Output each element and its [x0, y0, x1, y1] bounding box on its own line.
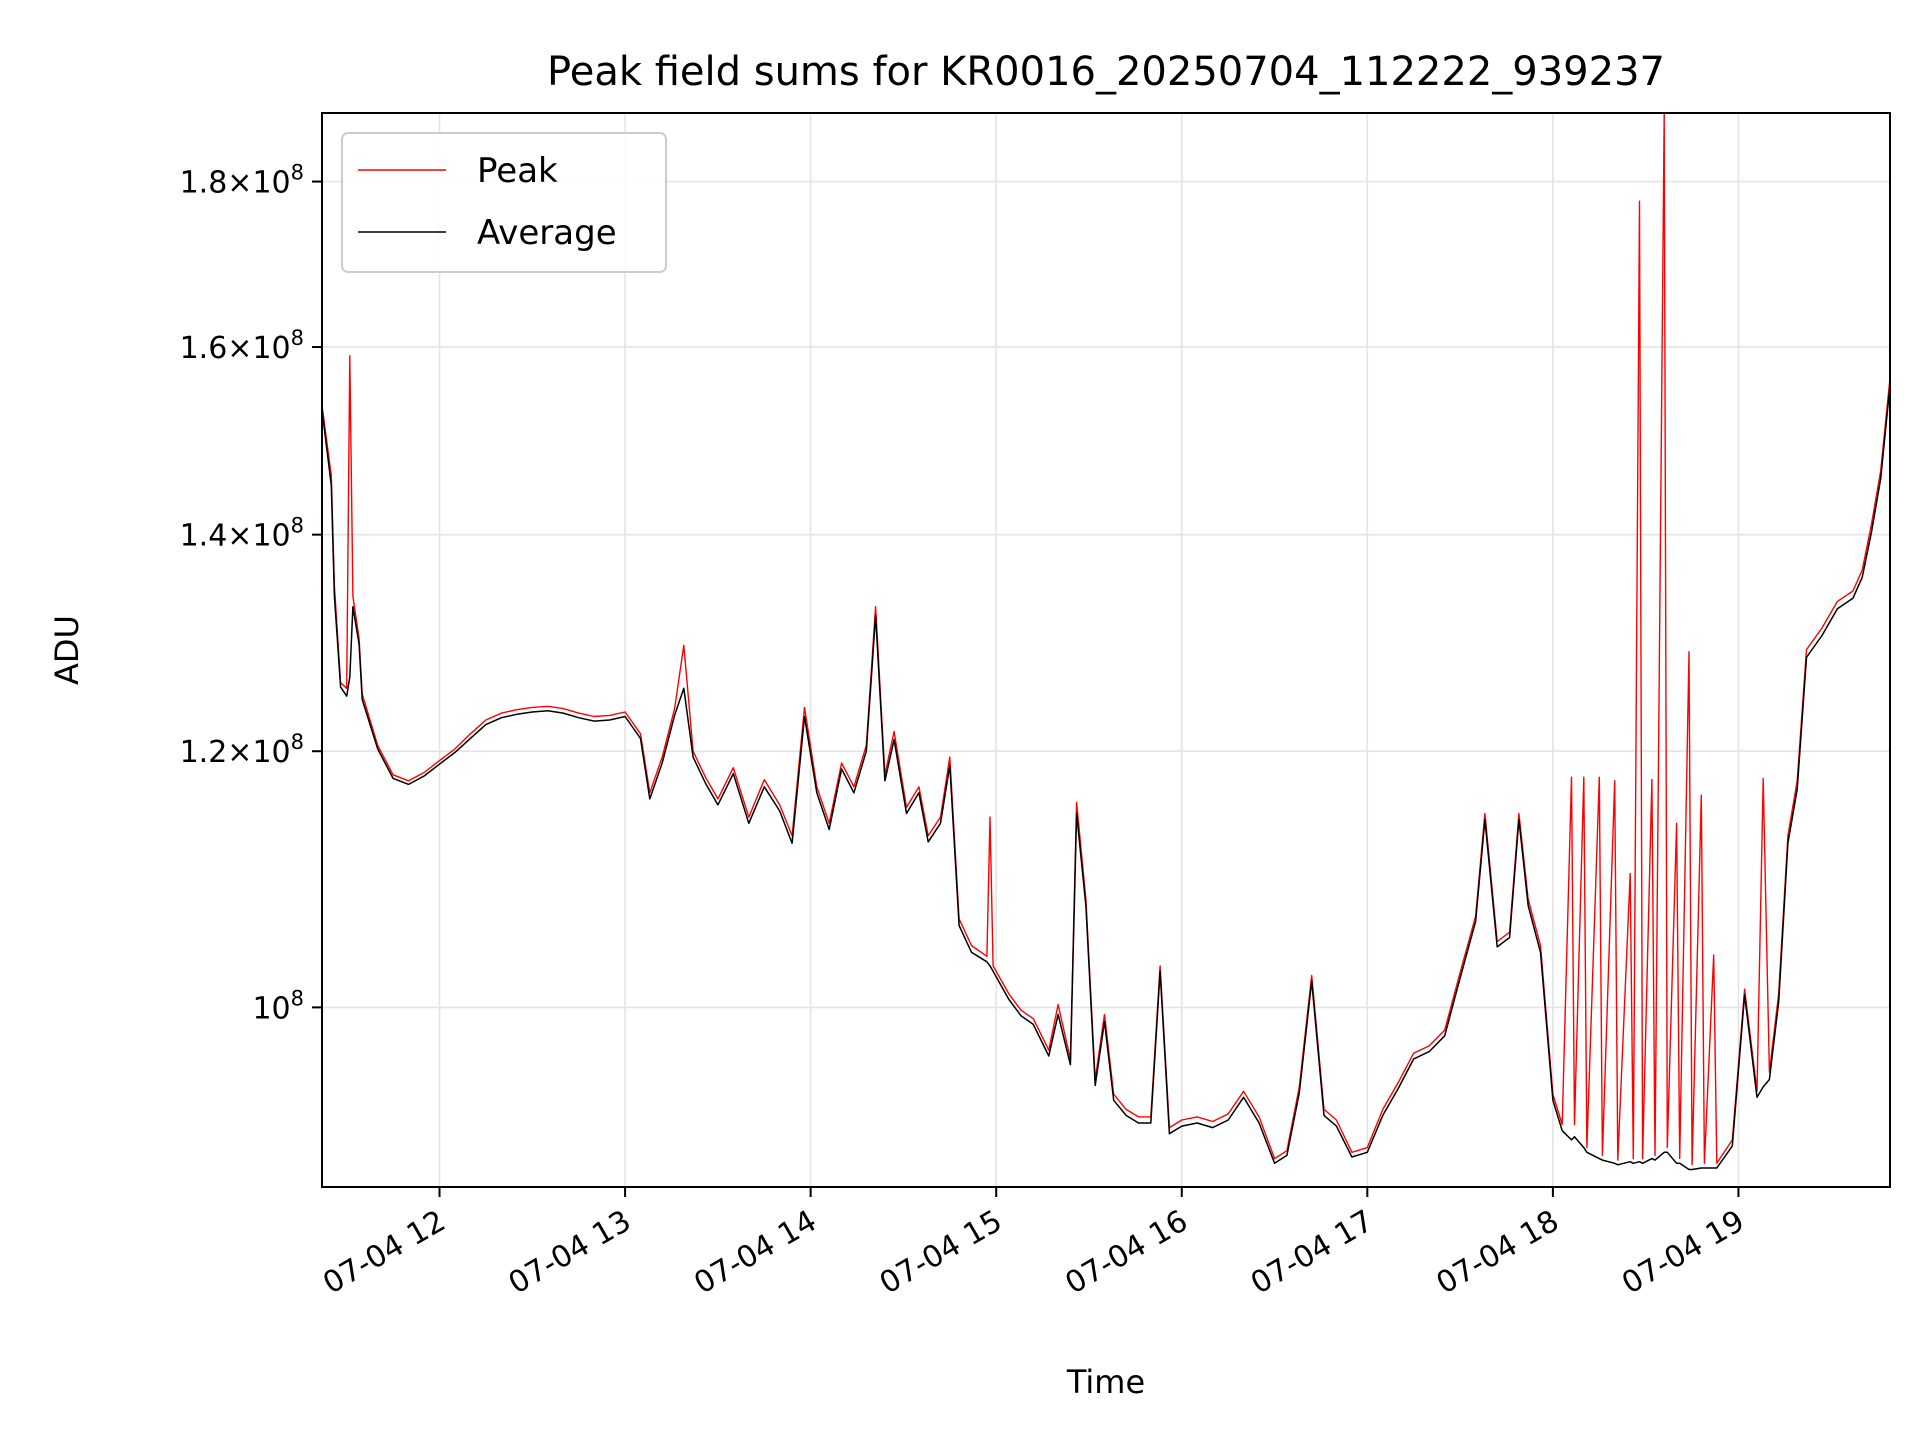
legend-box: [341, 132, 667, 273]
y-tick-times-sign: ×: [227, 519, 252, 554]
y-tick-mantissa: 1.6: [180, 331, 228, 366]
y-tick-times-sign: ×: [227, 166, 252, 201]
y-tick-base: 10: [252, 991, 290, 1026]
y-tick-base: 10: [252, 735, 290, 770]
y-tick-exponent: 8: [291, 514, 304, 538]
y-tick-mantissa: 1.2: [180, 735, 228, 770]
y-tick-label: 1.4×108: [180, 514, 304, 554]
plot-frame: [321, 112, 1891, 1188]
y-tick-base: 10: [252, 166, 290, 201]
y-tick-exponent: 8: [291, 730, 304, 754]
y-tick-label: 1.2×108: [180, 730, 304, 770]
series-line-average: [322, 385, 1890, 1171]
y-tick-label: 1.8×108: [180, 161, 304, 201]
series-layer: [322, 113, 1890, 1171]
legend-label-average: Average: [477, 213, 617, 253]
y-tick-base: 10: [252, 519, 290, 554]
y-tick-exponent: 8: [291, 161, 304, 185]
y-tick-exponent: 8: [291, 326, 304, 350]
y-tick-label: 1.6×108: [180, 326, 304, 366]
y-tick-mantissa: 1.8: [180, 166, 228, 201]
x-axis-label: Time: [1066, 1363, 1145, 1401]
y-tick-base: 10: [252, 331, 290, 366]
y-tick-times-sign: ×: [227, 331, 252, 366]
y-tick-exponent: 8: [291, 986, 304, 1010]
legend: Peak Average: [341, 132, 667, 273]
chart-title: Peak field sums for KR0016_20250704_1122…: [547, 49, 1665, 95]
y-tick-times-sign: ×: [227, 735, 252, 770]
legend-label-peak: Peak: [477, 151, 558, 191]
y-tick-label: 108: [252, 986, 304, 1026]
grid: [322, 113, 1890, 1187]
y-tick-mantissa: 1.4: [180, 519, 228, 554]
y-axis-label: ADU: [48, 615, 86, 685]
